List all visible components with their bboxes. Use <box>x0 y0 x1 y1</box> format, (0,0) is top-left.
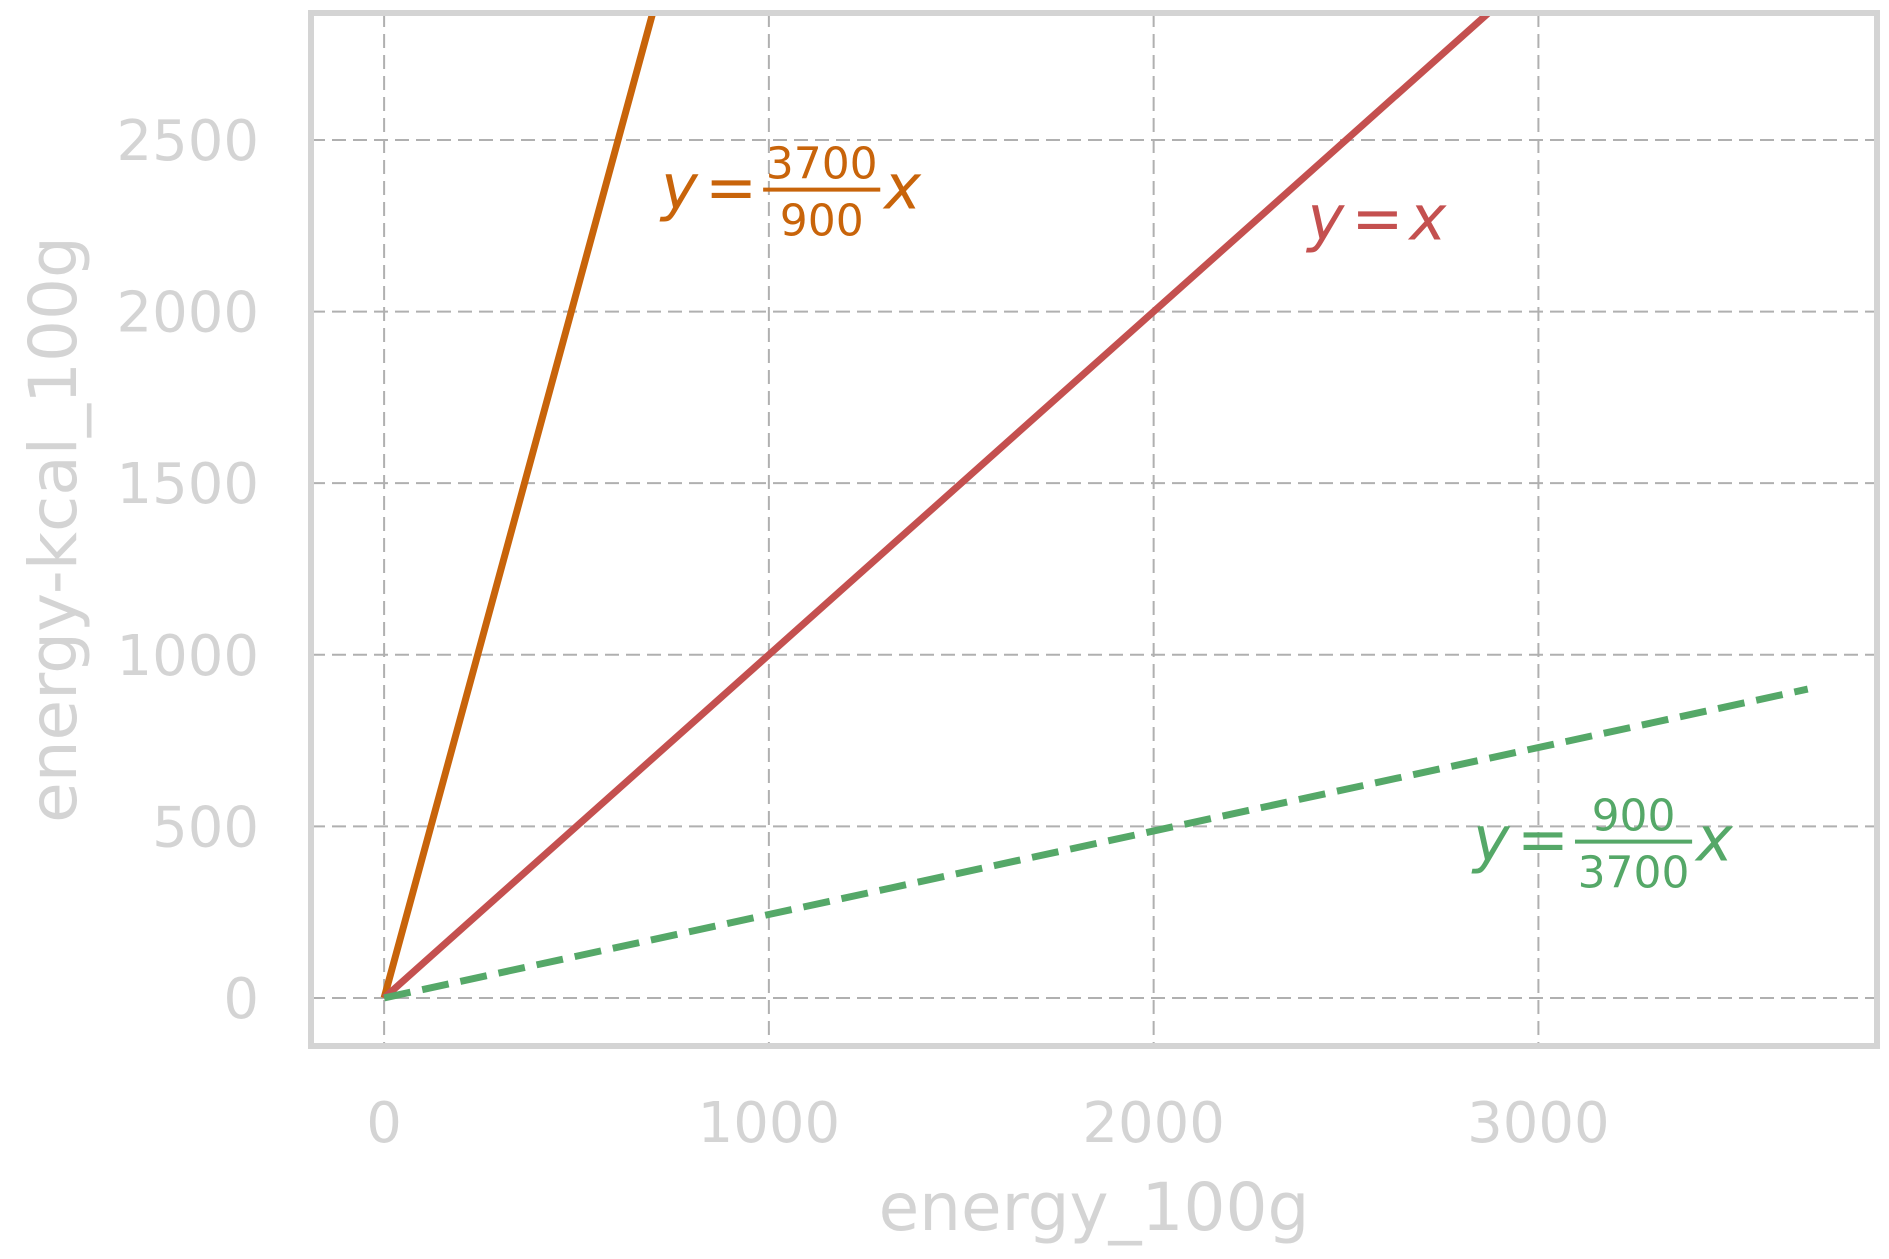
grid <box>311 13 1877 1046</box>
y-tick-label: 1500 <box>116 452 259 517</box>
y-tick-label: 2000 <box>116 281 259 346</box>
y-axis-label: energy-kcal_100g <box>15 236 92 823</box>
annotation-steep-lhs: y <box>659 151 699 224</box>
x-axis-label: energy_100g <box>879 1169 1310 1246</box>
annotation-shallow-numerator: 900 <box>1592 791 1676 842</box>
annotation-shallow-lhs: y <box>1471 803 1511 876</box>
annotation-steep-rhs: x <box>882 151 922 224</box>
annotation-identity-rhs: x <box>1408 182 1448 255</box>
annotation-identity-lhs: y <box>1306 182 1346 255</box>
series-line-identity <box>381 13 1491 1001</box>
x-tick-label: 1000 <box>698 1091 841 1156</box>
y-tick-label: 2500 <box>116 109 259 174</box>
y-tick-label: 500 <box>152 795 259 860</box>
x-tick-labels: 0 1000 2000 3000 <box>366 1091 1609 1156</box>
series-line-shallow <box>383 685 1809 1002</box>
y-tick-labels: 0 500 1000 1500 2000 2500 <box>116 109 259 1032</box>
annotation-shallow-eq: = <box>1517 803 1569 876</box>
annotation-steep-eq: = <box>705 151 757 224</box>
y-tick-label: 0 <box>223 967 259 1032</box>
annotation-steep-line: y = 3700 900 x <box>659 139 922 247</box>
annotation-shallow-denominator: 3700 <box>1578 848 1690 899</box>
x-tick-label: 0 <box>366 1091 402 1156</box>
y-tick-label: 1000 <box>116 624 259 689</box>
x-tick-label: 3000 <box>1467 1091 1610 1156</box>
annotation-identity-eq: = <box>1352 182 1404 255</box>
plot-frame <box>308 10 1880 1049</box>
annotation-steep-numerator: 3700 <box>766 139 878 190</box>
annotation-identity-line: y = x <box>1306 182 1448 255</box>
x-tick-label: 2000 <box>1082 1091 1225 1156</box>
annotation-shallow-line: y = 900 3700 x <box>1471 791 1734 899</box>
annotation-shallow-rhs: x <box>1694 803 1734 876</box>
series-line-steep <box>380 13 657 999</box>
plot-lines <box>380 13 1809 1002</box>
annotation-steep-denominator: 900 <box>780 196 864 247</box>
